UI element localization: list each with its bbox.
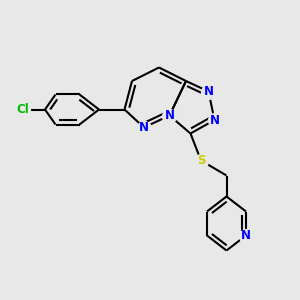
Text: N: N <box>209 113 220 127</box>
Text: S: S <box>197 154 205 167</box>
Text: N: N <box>139 121 149 134</box>
Text: N: N <box>164 109 175 122</box>
Text: N: N <box>241 229 251 242</box>
Text: Cl: Cl <box>16 103 29 116</box>
Text: N: N <box>203 85 214 98</box>
